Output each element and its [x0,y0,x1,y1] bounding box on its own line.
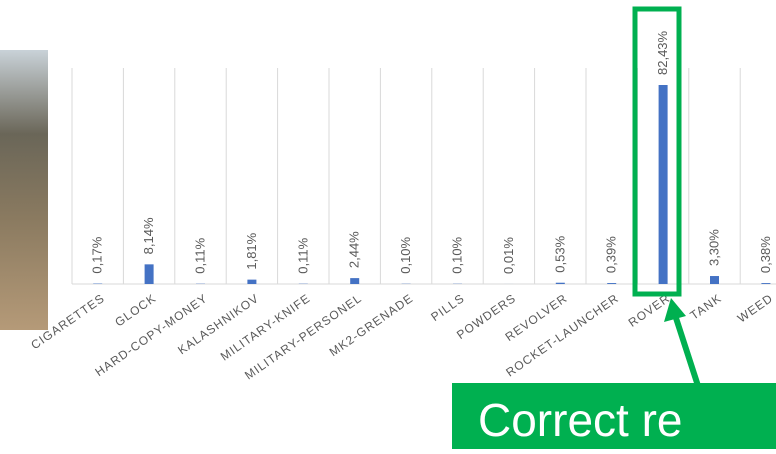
bar [761,283,770,284]
value-label: 0,17% [90,236,105,273]
bar [659,85,668,284]
arrow [676,318,700,392]
bar [350,278,359,284]
annotation: Correct re [478,394,682,446]
x-tick-label: PILLS [428,291,467,324]
bar [556,283,565,284]
bar [145,264,154,284]
slide: 0,17%CIGARETTES8,14%GLOCK0,11%HARD-COPY-… [0,0,776,449]
value-label: 3,30% [707,229,722,266]
value-label: 0,01% [501,237,516,274]
value-label: 0,53% [552,235,567,272]
x-tick-label: ROVER [626,291,673,330]
bar [607,283,616,284]
value-label: 0,11% [193,237,208,273]
x-tick-label: MILITARY-KNIFE [218,291,313,364]
photo [0,50,48,330]
bar [710,276,719,284]
value-label: 2,44% [347,231,362,268]
x-tick-label: WEED [735,291,776,325]
value-label: 0,10% [450,236,465,273]
bar [247,280,256,284]
value-label: 0,39% [604,236,619,273]
value-label: 8,14% [141,217,156,254]
value-label: 82,43% [655,30,670,75]
value-label: 1,81% [244,232,259,269]
value-label: 0,11% [295,237,310,273]
value-label: 0,38% [758,236,773,273]
x-tick-label: GLOCK [112,291,159,329]
x-tick-label: TANK [687,291,724,323]
value-label: 0,10% [398,236,413,273]
